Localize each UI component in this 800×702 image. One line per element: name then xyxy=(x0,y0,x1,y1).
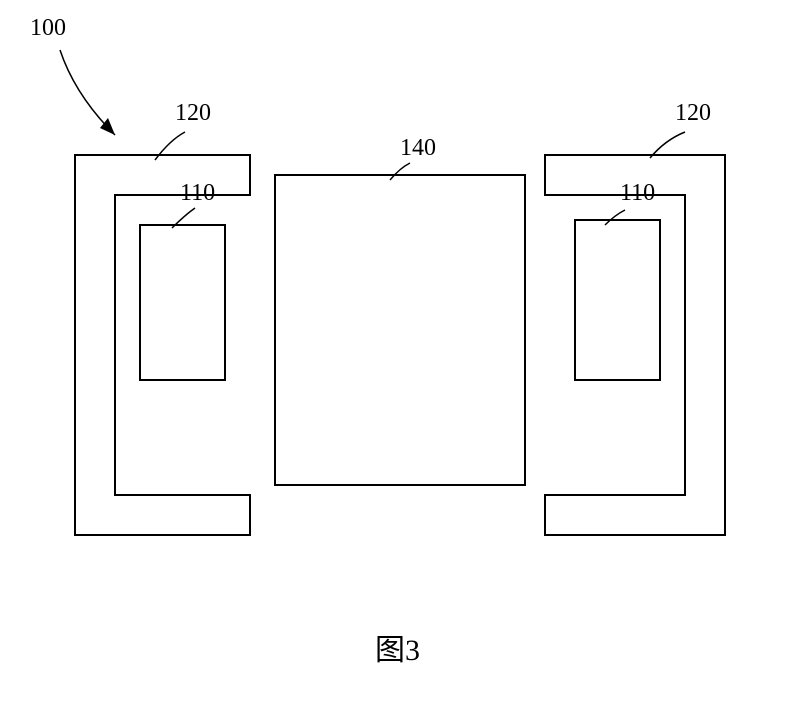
figure-caption: 图3 xyxy=(375,625,420,669)
label-left-120: 120 xyxy=(175,100,211,127)
diagram-canvas: 100 120 120 110 110 140 图3 xyxy=(0,0,800,702)
label-right-120: 120 xyxy=(675,100,711,127)
label-assembly: 100 xyxy=(30,15,66,42)
leader-140 xyxy=(390,163,410,180)
center-rect xyxy=(275,175,525,485)
label-left-110: 110 xyxy=(180,180,215,207)
label-140: 140 xyxy=(400,135,436,162)
left-c-shape xyxy=(75,155,250,535)
leader-right-110 xyxy=(605,210,625,225)
right-inner-rect xyxy=(575,220,660,380)
left-inner-rect xyxy=(140,225,225,380)
label-right-110: 110 xyxy=(620,180,655,207)
right-c-shape xyxy=(545,155,725,535)
